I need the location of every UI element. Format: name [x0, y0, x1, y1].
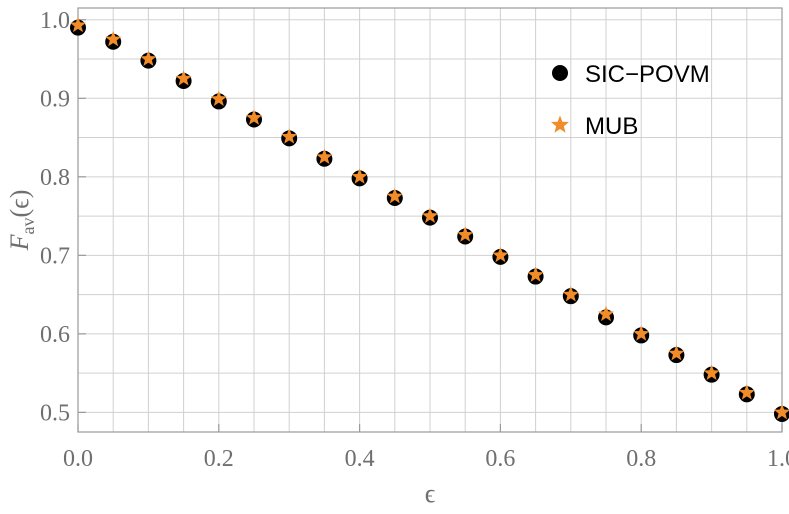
y-axis-label-argument: (ϵ) — [5, 190, 34, 218]
mub-point — [245, 109, 263, 125]
mub-point — [69, 16, 87, 33]
y-axis-label-base: F — [5, 233, 34, 251]
mub-point — [386, 187, 403, 204]
mub-point — [351, 168, 368, 184]
mub-point — [140, 50, 157, 66]
y-tick-label: 0.7 — [40, 243, 70, 269]
legend-item-sic-povm: SIC−POVM — [552, 61, 710, 88]
legend-item-mub: MUB — [550, 113, 638, 140]
mub-point — [738, 384, 755, 400]
mub-point — [597, 305, 615, 322]
mub-point — [457, 226, 474, 242]
mub-point — [210, 90, 227, 106]
plot-frame — [77, 7, 783, 433]
mub-point — [316, 148, 333, 165]
y-axis-label: Fav(ϵ) — [5, 190, 38, 252]
x-tick-label: 1.0 — [767, 446, 789, 472]
mub-point — [492, 246, 509, 263]
legend-circle-marker — [552, 65, 568, 81]
legend-label-mub: MUB — [585, 113, 638, 140]
y-tick-label: 1.0 — [40, 8, 70, 34]
x-axis: 0.0 0.2 0.4 0.6 0.8 1.0 — [63, 424, 789, 472]
x-tick-label: 0.4 — [345, 446, 375, 472]
mub-point — [105, 30, 122, 47]
mub-point — [633, 325, 650, 341]
mub-point — [281, 128, 298, 144]
data-points — [69, 16, 789, 422]
mub-point — [668, 344, 685, 361]
grid — [77, 8, 783, 432]
y-axis: 0.5 0.6 0.7 0.8 0.9 1.0 — [40, 8, 86, 426]
y-tick-label: 0.8 — [40, 165, 70, 191]
x-tick-label: 0.2 — [204, 446, 234, 472]
mub-point — [527, 266, 544, 282]
mub-point — [562, 286, 579, 302]
legend: SIC−POVM MUB — [550, 61, 710, 140]
x-tick-label: 0.6 — [485, 446, 515, 472]
y-tick-label: 0.5 — [40, 400, 70, 426]
mub-point — [703, 364, 720, 380]
mub-point — [175, 70, 192, 86]
mub-point — [773, 403, 789, 420]
y-tick-label: 0.6 — [40, 322, 70, 348]
y-tick-label: 0.9 — [40, 86, 70, 112]
y-axis-label-subscript: av — [18, 217, 38, 234]
legend-label-sic-povm: SIC−POVM — [585, 61, 710, 88]
x-axis-label: ϵ — [425, 479, 436, 508]
x-tick-label: 0.8 — [626, 446, 656, 472]
x-tick-label: 0.0 — [63, 446, 93, 472]
legend-star-marker — [550, 115, 570, 133]
mub-point — [421, 207, 439, 223]
